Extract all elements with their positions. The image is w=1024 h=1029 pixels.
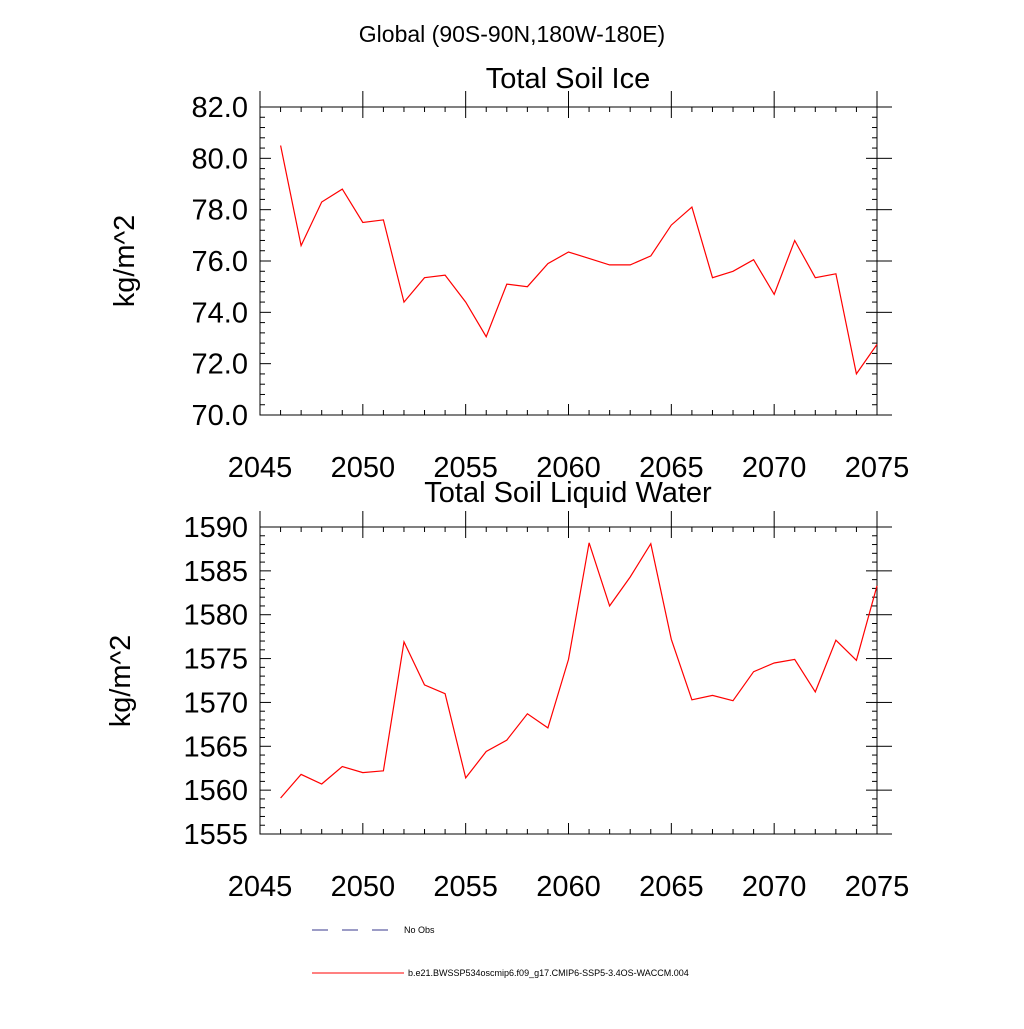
legend-label-model-run: b.e21.BWSSP534oscmip6.f09_g17.CMIP6-SSP5… — [408, 968, 689, 978]
y-tick-label: 74.0 — [192, 297, 248, 329]
y-tick-label: 1590 — [183, 512, 248, 544]
x-tick-label: 2060 — [536, 452, 601, 484]
x-tick-label: 2075 — [845, 871, 910, 903]
x-tick-label: 2055 — [433, 871, 498, 903]
y-axis-label: kg/m^2 — [109, 215, 141, 308]
x-tick-label: 2065 — [639, 452, 704, 484]
panel-total-soil-ice: Total Soil Ice kg/m^2 2045 2050 2055 2060 20… — [109, 63, 909, 484]
y-tick-label: 82.0 — [192, 92, 248, 124]
panel-title: Total Soil Liquid Water — [424, 477, 712, 509]
y-tick-label: 72.0 — [192, 349, 248, 381]
x-tick-label: 2070 — [742, 871, 807, 903]
y-tick-label: 78.0 — [192, 195, 248, 227]
y-axis-label: kg/m^2 — [105, 635, 137, 728]
legend-label-no-obs: No Obs — [404, 925, 435, 935]
y-tick-label: 70.0 — [192, 400, 248, 432]
series-line — [280, 542, 878, 799]
x-tick-label: 2065 — [639, 871, 704, 903]
x-tick-label: 2045 — [228, 871, 293, 903]
y-tick-label: 1560 — [183, 775, 248, 807]
plot-frame — [259, 526, 878, 835]
panel-title: Total Soil Ice — [486, 63, 650, 95]
x-tick-label: 2045 — [228, 452, 293, 484]
x-tick-label: 2050 — [331, 871, 396, 903]
x-tick-label: 2050 — [331, 452, 396, 484]
series-line — [280, 145, 878, 376]
y-tick-label: 1555 — [183, 819, 248, 851]
y-tick-label: 1570 — [183, 687, 248, 719]
x-tick-label: 2055 — [433, 452, 498, 484]
plot-frame — [259, 106, 878, 416]
x-tick-label: 2070 — [742, 452, 807, 484]
y-tick-label: 1565 — [183, 731, 248, 763]
y-tick-label: 80.0 — [192, 143, 248, 175]
legend: No Obs b.e21.BWSSP534oscmip6.f09_g17.CMI… — [312, 925, 689, 978]
figure-title: Global (90S-90N,180W-180E) — [359, 21, 665, 47]
panel-total-soil-liquid-water: Total Soil Liquid Water kg/m^2 2045 2050 2… — [105, 477, 909, 903]
x-tick-label: 2075 — [845, 452, 910, 484]
x-tick-label: 2060 — [536, 871, 601, 903]
y-tick-label: 1575 — [183, 644, 248, 676]
y-tick-label: 1580 — [183, 600, 248, 632]
y-tick-label: 76.0 — [192, 246, 248, 278]
y-tick-label: 1585 — [183, 556, 248, 588]
